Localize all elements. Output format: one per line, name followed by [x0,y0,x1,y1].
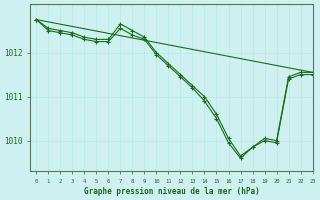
X-axis label: Graphe pression niveau de la mer (hPa): Graphe pression niveau de la mer (hPa) [84,187,259,196]
